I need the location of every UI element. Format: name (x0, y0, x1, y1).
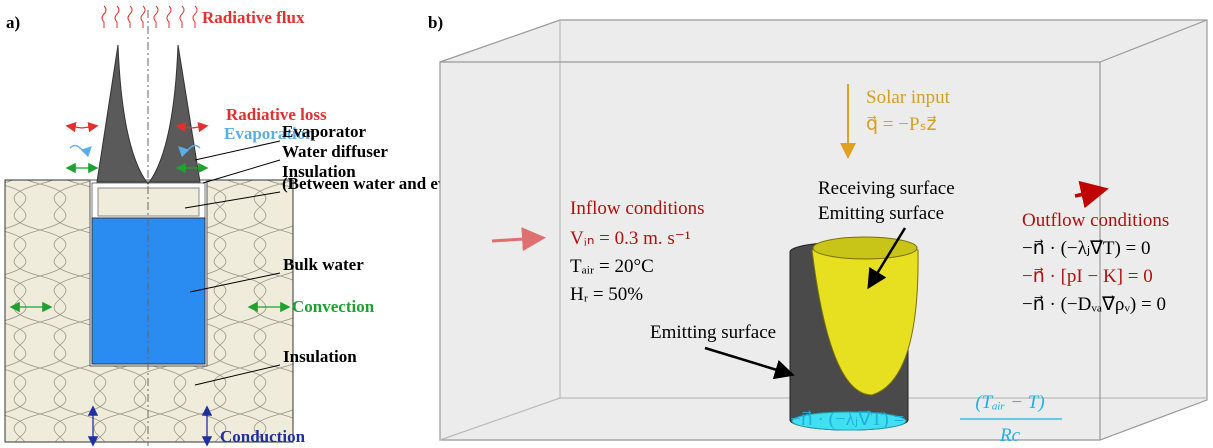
outflow-momentum: −n⃗ · [pI − K] = 0 (1022, 266, 1153, 287)
evaporator-label: Evaporator (282, 122, 367, 141)
outflow-title: Outflow conditions (1022, 210, 1169, 231)
conduction-label: Conduction (220, 427, 306, 446)
solar-input-title: Solar input (866, 87, 951, 108)
inflow-humidity: Hᵣ = 50% (570, 284, 643, 305)
panel-label: a) (6, 13, 20, 32)
panel-label: b) (428, 13, 443, 32)
boundary-numerator: (Tₐᵢᵣ − T) (975, 392, 1044, 413)
emitting-surface-top-label: Emitting surface (818, 203, 944, 224)
insulation-bottom-label: Insulation (283, 347, 357, 366)
boundary-denominator: Rc (999, 425, 1021, 446)
flux-arrows (102, 6, 197, 28)
emitting-surface-bottom-label: Emitting surface (650, 322, 776, 343)
receiving-surface-label: Receiving surface (818, 178, 955, 199)
inflow-temperature: Tₐᵢᵣ = 20°C (570, 256, 654, 277)
receiver (790, 237, 918, 430)
outflow-heat: −n⃗ · (−λⱼ∇⃗T) = 0 (1022, 238, 1151, 259)
boundary-lhs: −n⃗ · (−λⱼ∇⃗T) = (790, 409, 904, 430)
outflow-vapor: −n⃗ · (−Dᵥₐ∇⃗ρᵥ) = 0 (1022, 294, 1166, 315)
convection-label: Convection (292, 297, 375, 316)
radiative-flux-label: Radiative flux (202, 8, 305, 27)
inflow-velocity: Vᵢₙ = 0.3 m. s⁻¹ (570, 228, 691, 249)
water-diffuser-label: Water diffuser (282, 142, 388, 161)
figure: a) Radiative flux Radiative loss Evapora… (0, 0, 1213, 448)
inflow-title: Inflow conditions (570, 198, 705, 219)
solar-input-equation: q⃗ = −Pₛz⃗ (866, 114, 937, 135)
bulk-water-label: Bulk water (283, 255, 364, 274)
